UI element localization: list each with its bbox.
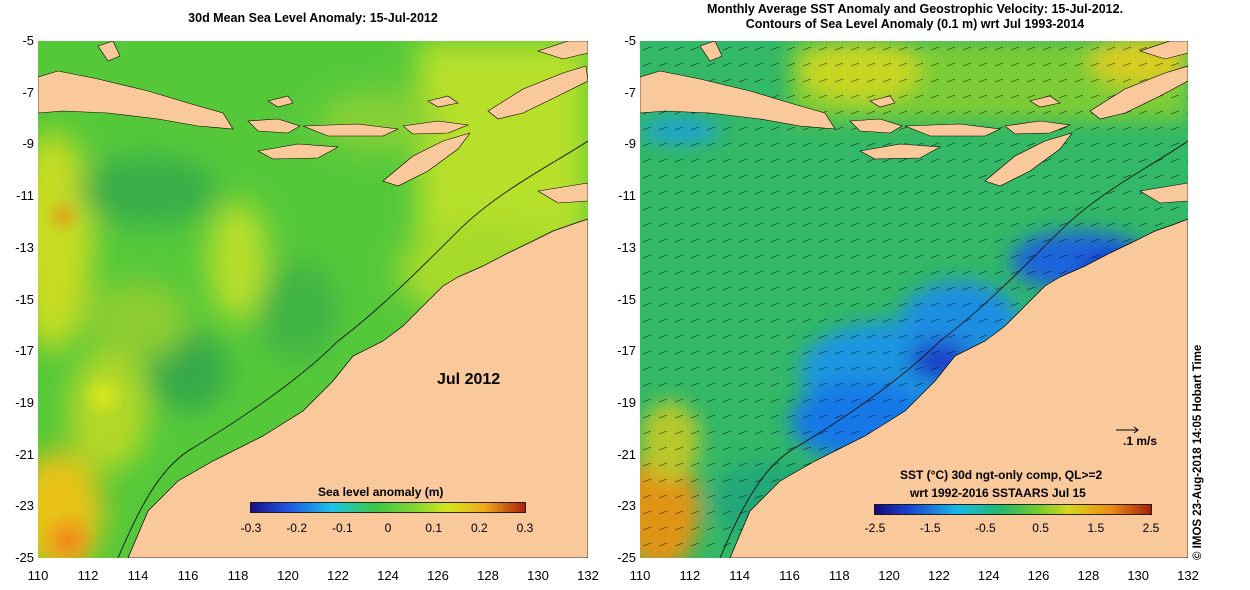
- right-map-title-line2: Contours of Sea Level Anomaly (0.1 m) wr…: [745, 17, 1085, 31]
- axis-tick-label: -9: [22, 136, 34, 152]
- sst-land-islands: [640, 41, 1188, 204]
- colorbar-tick-label: -0.3: [240, 521, 262, 535]
- sla-australia-land: [127, 218, 588, 558]
- axis-tick-label: -5: [624, 33, 636, 48]
- sst-legend-line2: wrt 1992-2016 SSTAARS Jul 15: [910, 486, 1086, 500]
- axis-tick-label: -19: [15, 394, 34, 410]
- velocity-scale-label: .1 m/s: [1123, 434, 1158, 448]
- velocity-scale-arrow-icon: [1116, 426, 1139, 434]
- imos-credit: © IMOS 23-Aug-2018 14:05 Hobart Time: [1192, 344, 1204, 560]
- axis-tick-label: -19: [617, 394, 636, 410]
- colorbar-tick-label: 0.1: [425, 521, 442, 535]
- sla-colorbar-title: Sea level anomaly (m): [318, 485, 444, 499]
- axis-tick-label: 112: [77, 568, 99, 583]
- axis-tick-label: 114: [729, 568, 750, 583]
- left-map-title: 30d Mean Sea Level Anomaly: 15-Jul-2012: [188, 11, 438, 25]
- axis-tick-label: 126: [427, 568, 449, 583]
- sst-colorbar: [874, 504, 1152, 515]
- axis-tick-label: -17: [617, 343, 636, 359]
- colorbar-tick-label: 0.2: [470, 521, 488, 535]
- sla-date-label: Jul 2012: [437, 371, 501, 388]
- colorbar-tick-label: 1.5: [1087, 521, 1105, 535]
- axis-tick-label: 110: [27, 568, 49, 583]
- colorbar-tick-label: -0.1: [331, 521, 353, 535]
- right-map-title-line1: Monthly Average SST Anomaly and Geostrop…: [706, 2, 1124, 16]
- colorbar-tick-label: 0.3: [516, 521, 534, 535]
- axis-tick-label: 130: [527, 568, 549, 583]
- sst-anomaly-map: [640, 41, 1188, 558]
- axis-tick-label: -5: [22, 33, 34, 48]
- axis-tick-label: -13: [15, 239, 34, 255]
- axis-tick-label: -9: [624, 136, 636, 152]
- axis-tick-label: -25: [617, 550, 636, 565]
- axis-tick-label: -17: [15, 343, 34, 359]
- axis-tick-label: 120: [277, 568, 299, 583]
- colorbar-tick-label: -0.2: [286, 521, 307, 535]
- axis-tick-label: -23: [617, 498, 636, 514]
- sst-legend-line1: SST (°C) 30d ngt-only comp, QL>=2: [900, 468, 1103, 482]
- axis-tick-label: 118: [227, 568, 249, 583]
- colorbar-tick-label: 2.5: [1142, 521, 1160, 535]
- sst-bathymetry-contour: [719, 140, 1188, 558]
- axis-tick-label: 116: [779, 568, 800, 583]
- axis-tick-label: 122: [928, 568, 950, 583]
- colorbar-tick-label: 0.5: [1032, 521, 1049, 535]
- axis-tick-label: 124: [977, 568, 1000, 583]
- colorbar-tick-label: -2.5: [864, 521, 886, 535]
- sla-colorbar: [250, 502, 526, 513]
- axis-tick-label: 128: [1077, 568, 1100, 583]
- colorbar-tick-label: 0: [384, 521, 392, 535]
- axis-tick-label: -15: [617, 291, 636, 307]
- sla-land-islands: [38, 41, 588, 204]
- axis-tick-label: 114: [127, 568, 149, 583]
- sea-level-anomaly-map: [38, 41, 588, 558]
- axis-tick-label: 118: [828, 568, 850, 583]
- axis-tick-label: -23: [15, 498, 34, 514]
- axis-tick-label: -13: [617, 239, 636, 255]
- sst-australia-land: [729, 218, 1188, 558]
- axis-tick-label: -7: [22, 84, 34, 100]
- axis-tick-label: 110: [629, 568, 651, 583]
- axis-tick-label: -15: [15, 291, 34, 307]
- axis-tick-label: 130: [1127, 568, 1150, 583]
- axis-tick-label: 112: [679, 568, 701, 583]
- axis-tick-label: 124: [377, 568, 399, 583]
- colorbar-tick-label: -0.5: [975, 521, 996, 535]
- axis-tick-label: -21: [617, 446, 636, 462]
- axis-tick-label: -25: [15, 550, 34, 565]
- axis-tick-label: 122: [327, 568, 349, 583]
- axis-tick-label: 132: [1177, 568, 1199, 583]
- axis-tick-label: -21: [15, 446, 34, 462]
- axis-tick-label: 128: [477, 568, 499, 583]
- sla-bathymetry-contour: [117, 140, 588, 558]
- axis-tick-label: 120: [878, 568, 900, 583]
- axis-tick-label: -11: [618, 188, 636, 204]
- axis-tick-label: -7: [624, 84, 636, 100]
- axis-tick-label: 116: [177, 568, 199, 583]
- axis-tick-label: 126: [1027, 568, 1050, 583]
- colorbar-tick-label: -1.5: [919, 521, 941, 535]
- axis-tick-label: -11: [16, 188, 34, 204]
- axis-tick-label: 132: [577, 568, 599, 583]
